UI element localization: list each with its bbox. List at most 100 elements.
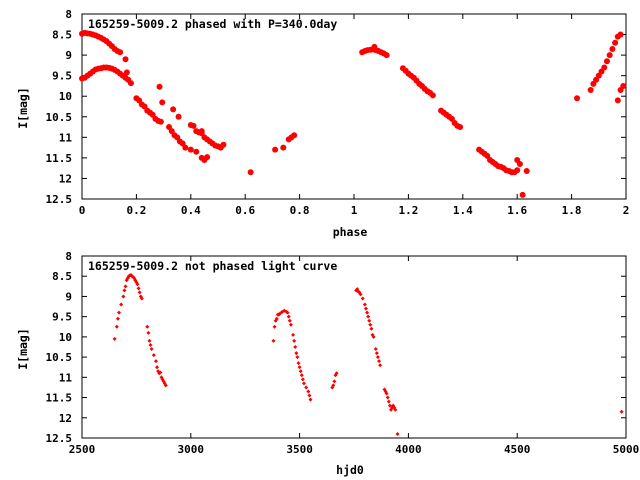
phased-light-curve-panel: 165259-5009.2 phased with P=340.0day pha… xyxy=(16,8,629,239)
y-tick-label: 9.5 xyxy=(52,311,72,324)
data-point xyxy=(121,294,126,299)
data-point xyxy=(360,296,365,301)
data-point xyxy=(300,377,305,382)
data-point xyxy=(114,324,119,329)
data-point xyxy=(288,322,293,327)
y-tick-label: 9 xyxy=(65,290,72,303)
data-point xyxy=(334,371,339,376)
data-point xyxy=(220,141,227,148)
data-point xyxy=(384,391,389,396)
data-point xyxy=(612,39,619,46)
data-point xyxy=(153,359,158,364)
x-axis-label: hjd0 xyxy=(336,463,364,477)
x-tick-label: 4000 xyxy=(395,443,422,456)
data-point xyxy=(294,351,299,356)
data-point xyxy=(112,336,117,341)
data-point xyxy=(117,49,124,56)
data-point xyxy=(369,326,374,331)
data-point xyxy=(304,385,309,390)
data-point xyxy=(291,132,298,139)
data-point xyxy=(603,58,610,65)
data-point xyxy=(301,381,306,386)
data-point xyxy=(155,365,160,370)
x-tick-label: 1.2 xyxy=(398,204,418,217)
data-point xyxy=(204,154,211,161)
x-tick-label: 2500 xyxy=(69,443,96,456)
data-point xyxy=(371,43,378,50)
y-tick-label: 12.5 xyxy=(46,432,73,445)
data-point xyxy=(286,314,291,319)
data-point xyxy=(367,318,372,323)
data-point xyxy=(519,191,526,198)
data-point xyxy=(182,144,189,151)
data-point xyxy=(157,118,164,125)
plot-frame xyxy=(81,255,627,439)
data-point xyxy=(274,316,279,321)
data-point xyxy=(358,292,363,297)
data-point xyxy=(139,296,144,301)
data-point xyxy=(299,373,304,378)
data-point xyxy=(116,310,121,315)
data-point xyxy=(362,302,367,307)
data-point xyxy=(393,407,398,412)
y-tick-label: 11 xyxy=(59,371,73,384)
data-point xyxy=(151,353,156,358)
data-point xyxy=(516,161,523,168)
data-point xyxy=(295,355,300,360)
data-point xyxy=(149,347,154,352)
data-point xyxy=(395,431,400,436)
x-tick-label: 0 xyxy=(79,204,86,217)
data-point xyxy=(272,146,279,153)
x-tick-label: 1.6 xyxy=(507,204,527,217)
x-tick-label: 1.8 xyxy=(562,204,582,217)
data-point xyxy=(122,288,127,293)
data-point xyxy=(137,290,142,295)
x-tick-label: 3000 xyxy=(178,443,205,456)
x-tick-label: 0.4 xyxy=(181,204,201,217)
x-tick-label: 5000 xyxy=(613,443,640,456)
data-point xyxy=(190,122,197,129)
data-point xyxy=(587,87,594,94)
data-point xyxy=(619,409,624,414)
data-point xyxy=(373,347,378,352)
data-point xyxy=(271,338,276,343)
data-point xyxy=(159,99,166,106)
data-point xyxy=(457,124,464,131)
data-point xyxy=(122,56,129,63)
data-point xyxy=(371,334,376,339)
chart-title: 165259-5009.2 not phased light curve xyxy=(88,259,337,273)
data-point xyxy=(123,284,128,289)
data-point xyxy=(617,31,624,38)
y-tick-label: 8 xyxy=(65,250,72,263)
y-tick-label: 12.5 xyxy=(46,193,73,206)
y-tick-label: 11 xyxy=(59,131,73,144)
data-point xyxy=(148,342,153,347)
x-tick-label: 0.8 xyxy=(290,204,310,217)
x-tick-label: 2 xyxy=(623,204,630,217)
y-tick-label: 11.5 xyxy=(46,392,73,405)
data-point xyxy=(332,379,337,384)
data-point xyxy=(292,338,297,343)
data-point xyxy=(574,95,581,102)
data-point xyxy=(146,330,151,335)
y-tick-label: 10 xyxy=(59,331,72,344)
y-tick-label: 12 xyxy=(59,172,72,185)
x-tick-label: 4500 xyxy=(504,443,531,456)
data-point xyxy=(378,363,383,368)
data-point xyxy=(247,169,254,176)
data-point xyxy=(127,80,134,87)
data-point xyxy=(374,351,379,356)
data-point xyxy=(135,282,140,287)
x-tick-label: 1 xyxy=(351,204,358,217)
data-point xyxy=(291,332,296,337)
data-point xyxy=(386,399,391,404)
data-point xyxy=(368,322,373,327)
data-point xyxy=(115,316,120,321)
y-tick-label: 8.5 xyxy=(52,29,72,42)
data-point xyxy=(123,69,130,76)
data-point xyxy=(308,397,313,402)
y-tick-label: 9 xyxy=(65,49,72,62)
y-tick-label: 10 xyxy=(59,90,72,103)
data-point xyxy=(163,383,168,388)
data-point xyxy=(363,306,368,311)
